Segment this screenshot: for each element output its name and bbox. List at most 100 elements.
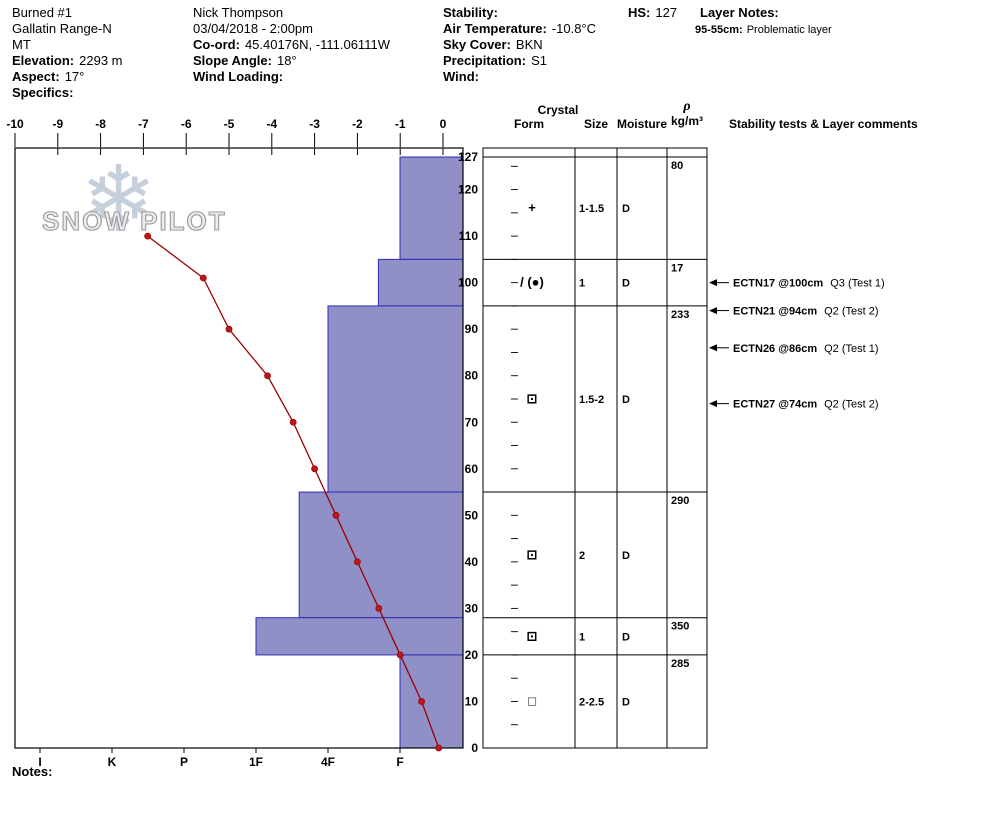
grain-size-value: 1 bbox=[579, 631, 585, 643]
elevation-line: Elevation: 2293 m bbox=[12, 53, 123, 68]
hs-label: HS: bbox=[628, 5, 651, 20]
temp-tick-label: -6 bbox=[181, 117, 192, 131]
temp-tick-label: -7 bbox=[138, 117, 149, 131]
hardness-bar-layer bbox=[327, 305, 464, 493]
sky-cover-line: Sky Cover: BKN bbox=[443, 37, 543, 52]
depth-tick-label: 40 bbox=[465, 555, 479, 569]
temp-tick-label: -4 bbox=[266, 117, 277, 131]
density-value: 290 bbox=[671, 495, 689, 507]
temperature-point bbox=[289, 418, 297, 426]
stability-test-annotation: ECTN27 @74cm Q2 (Test 2) bbox=[733, 399, 879, 411]
layer-notes-label: Layer Notes: bbox=[700, 5, 784, 20]
temperature-point bbox=[375, 604, 383, 612]
size-column-header: Size bbox=[584, 117, 608, 131]
temp-tick-label: 0 bbox=[440, 117, 447, 131]
temp-tick-label: -10 bbox=[6, 117, 24, 131]
left-arrow-icon bbox=[709, 344, 717, 352]
grain-size-value: 1-1.5 bbox=[579, 203, 604, 215]
stability-test-annotation: ECTN26 @86cm Q2 (Test 1) bbox=[733, 343, 879, 355]
comments-column-header: Stability tests & Layer comments bbox=[729, 117, 918, 131]
depth-tick-label: 10 bbox=[465, 694, 479, 708]
density-value: 285 bbox=[671, 658, 689, 670]
wind-label-text: Wind: bbox=[443, 69, 479, 84]
temp-tick-label: -2 bbox=[352, 117, 363, 131]
grain-form-symbol: ⊡ bbox=[527, 547, 538, 562]
slope-angle-label: Slope Angle: bbox=[193, 53, 272, 68]
wind-label: Wind: bbox=[443, 69, 484, 84]
moisture-value: D bbox=[622, 203, 630, 215]
temperature-point bbox=[264, 372, 271, 380]
layer-note-text: Problematic layer bbox=[746, 24, 832, 36]
depth-tick-label: 0 bbox=[471, 741, 478, 755]
grain-form-symbol: / (●) bbox=[520, 275, 544, 290]
pit-name: Burned #1 bbox=[12, 5, 72, 20]
hardness-bar-layer bbox=[255, 617, 464, 656]
layer-table-frame bbox=[482, 147, 708, 749]
precipitation-value: S1 bbox=[531, 53, 547, 68]
sky-cover-value: BKN bbox=[515, 37, 543, 52]
moisture-value: D bbox=[622, 278, 630, 290]
hs-value: 127 bbox=[655, 5, 678, 20]
temperature-point bbox=[396, 651, 404, 659]
depth-tick-label: 120 bbox=[458, 183, 478, 197]
stability-test-annotation: ECTN21 @94cm Q2 (Test 2) bbox=[733, 306, 879, 318]
layer-note-depths: 95-55cm: bbox=[695, 24, 743, 36]
hardness-axis-label: 1F bbox=[249, 755, 263, 769]
hardness-bar-layer bbox=[399, 654, 464, 749]
grain-form-symbol: □ bbox=[528, 693, 536, 708]
aspect-line: Aspect: 17° bbox=[12, 69, 84, 84]
pit-datetime: 03/04/2018 - 2:00pm bbox=[193, 21, 313, 36]
depth-tick-label: 60 bbox=[465, 462, 479, 476]
slope-angle-line: Slope Angle: 18° bbox=[193, 53, 297, 68]
hardness-axis-label: I bbox=[38, 755, 41, 769]
hardness-axis-label: K bbox=[108, 755, 117, 769]
left-arrow-icon bbox=[709, 400, 717, 408]
moisture-value: D bbox=[622, 631, 630, 643]
temperature-point bbox=[144, 232, 152, 240]
temp-tick-label: -8 bbox=[95, 117, 106, 131]
temperature-point bbox=[332, 511, 340, 519]
density-symbol-header: ρ bbox=[682, 99, 690, 114]
temperature-point bbox=[199, 274, 207, 282]
hardness-axis-label: F bbox=[396, 755, 403, 769]
state: MT bbox=[12, 37, 31, 52]
depth-tick-label: 90 bbox=[465, 322, 479, 336]
temperature-point bbox=[353, 558, 361, 566]
depth-tick-label: 20 bbox=[465, 648, 479, 662]
moisture-value: D bbox=[622, 394, 630, 406]
temperature-point bbox=[311, 465, 319, 473]
density-value: 350 bbox=[671, 621, 689, 633]
wind-loading-label-text: Wind Loading: bbox=[193, 69, 284, 84]
density-units-header: kg/m³ bbox=[671, 114, 703, 128]
grain-form-symbol: ⊡ bbox=[527, 391, 538, 406]
depth-tick-label: 80 bbox=[465, 369, 479, 383]
air-temperature-label: Air Temperature: bbox=[443, 21, 547, 36]
elevation-value: 2293 m bbox=[79, 53, 123, 68]
slope-angle-value: 18° bbox=[276, 53, 297, 68]
grain-size-value: 2-2.5 bbox=[579, 696, 604, 708]
depth-tick-label: 50 bbox=[465, 508, 479, 522]
temperature-line bbox=[147, 235, 440, 749]
coordinates-label: Co-ord: bbox=[193, 37, 240, 52]
depth-tick-label: 110 bbox=[459, 229, 479, 243]
depth-tick-label: 100 bbox=[458, 276, 478, 290]
wind-loading-label: Wind Loading: bbox=[193, 69, 288, 84]
hardness-bar-layer bbox=[298, 491, 464, 619]
temp-tick-label: -3 bbox=[309, 117, 320, 131]
precipitation-label: Precipitation: bbox=[443, 53, 527, 68]
layer-notes-label-text: Layer Notes: bbox=[700, 5, 779, 20]
aspect-value: 17° bbox=[64, 69, 85, 84]
grain-form-symbol: + bbox=[528, 200, 536, 215]
aspect-label: Aspect: bbox=[12, 69, 60, 84]
left-arrow-icon bbox=[709, 279, 717, 287]
temp-tick-label: -1 bbox=[395, 117, 406, 131]
hardness-axis-label: 4F bbox=[321, 755, 335, 769]
stability-label: Stability: bbox=[443, 5, 503, 20]
observer-name: Nick Thompson bbox=[193, 5, 284, 20]
hs-line: HS: 127 bbox=[628, 5, 677, 20]
air-temperature-line: Air Temperature: -10.8°C bbox=[443, 21, 596, 36]
layer-note: 95-55cm: Problematic layer bbox=[695, 24, 832, 36]
moisture-column-header: Moisture bbox=[617, 117, 667, 131]
snowflake-icon: ❄ bbox=[80, 149, 158, 251]
